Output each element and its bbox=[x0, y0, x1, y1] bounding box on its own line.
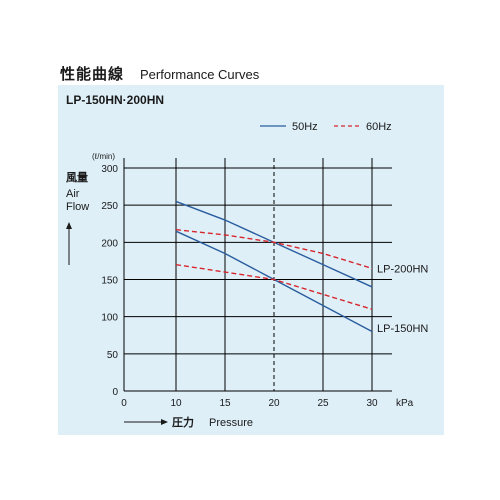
y-unit-label: (ℓ/min) bbox=[92, 152, 115, 161]
y-label-en: Air bbox=[66, 188, 80, 200]
chart-heading: 性能曲線 Performance Curves bbox=[60, 63, 259, 84]
heading-title-jp: 性能曲線 bbox=[60, 66, 125, 83]
y-label-en: Flow bbox=[66, 201, 89, 213]
x-tick-label: 10 bbox=[170, 398, 182, 409]
y-tick-label: 50 bbox=[107, 350, 119, 361]
y-label-jp: 風量 bbox=[66, 171, 88, 184]
y-axis-arrowhead bbox=[66, 222, 72, 229]
y-tick-label: 0 bbox=[112, 387, 118, 398]
y-tick-label: 300 bbox=[101, 164, 118, 175]
series-line-lp-200hn-60hz bbox=[175, 229, 373, 270]
x-unit-label: kPa bbox=[396, 398, 414, 409]
x-label-jp: 圧力 bbox=[172, 415, 194, 429]
heading-title-en: Performance Curves bbox=[140, 67, 260, 82]
y-tick-label: 200 bbox=[101, 238, 118, 249]
model-label: LP-150HN·200HN bbox=[66, 93, 165, 107]
chart-panel: LP-150HN·200HN 0 50 100 150 200 250 300 0 10 15 20… bbox=[58, 85, 444, 435]
curve-label: LP-150HN bbox=[377, 323, 428, 335]
legend-label: 50Hz bbox=[292, 121, 318, 133]
x-tick-label: 25 bbox=[317, 398, 329, 409]
x-tick-label: 30 bbox=[366, 398, 378, 409]
legend-label: 60Hz bbox=[366, 121, 392, 133]
x-tick-label: 20 bbox=[268, 398, 280, 409]
y-tick-label: 100 bbox=[101, 313, 118, 324]
performance-chart: 0 50 100 150 200 250 300 0 10 15 20 25 30 kPa (ℓ/min) 風… bbox=[66, 121, 428, 429]
x-label-en: Pressure bbox=[209, 417, 253, 429]
y-tick-label: 250 bbox=[101, 201, 118, 212]
y-tick-label: 150 bbox=[101, 276, 118, 287]
series-line-lp-150hn-60hz bbox=[175, 263, 373, 310]
x-axis-arrowhead bbox=[161, 419, 168, 425]
curve-label: LP-200HN bbox=[377, 263, 428, 275]
x-tick-label: 15 bbox=[219, 398, 231, 409]
x-tick-label: 0 bbox=[121, 398, 127, 409]
